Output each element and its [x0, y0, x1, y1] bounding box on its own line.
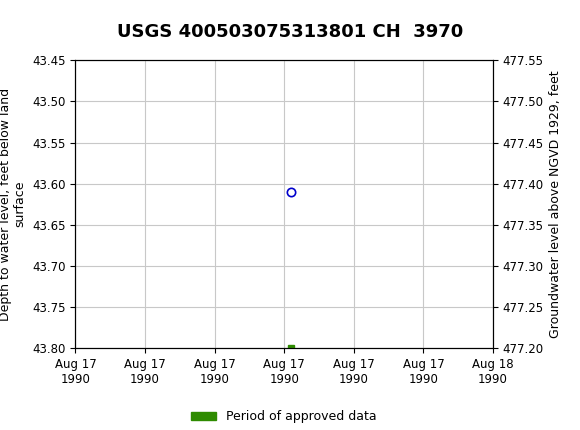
Text: ≡USGS: ≡USGS [3, 11, 61, 30]
Y-axis label: Groundwater level above NGVD 1929, feet: Groundwater level above NGVD 1929, feet [549, 71, 563, 338]
Y-axis label: Depth to water level, feet below land
surface: Depth to water level, feet below land su… [0, 88, 27, 321]
Legend: Period of approved data: Period of approved data [186, 405, 382, 428]
Text: USGS 400503075313801 CH  3970: USGS 400503075313801 CH 3970 [117, 23, 463, 41]
